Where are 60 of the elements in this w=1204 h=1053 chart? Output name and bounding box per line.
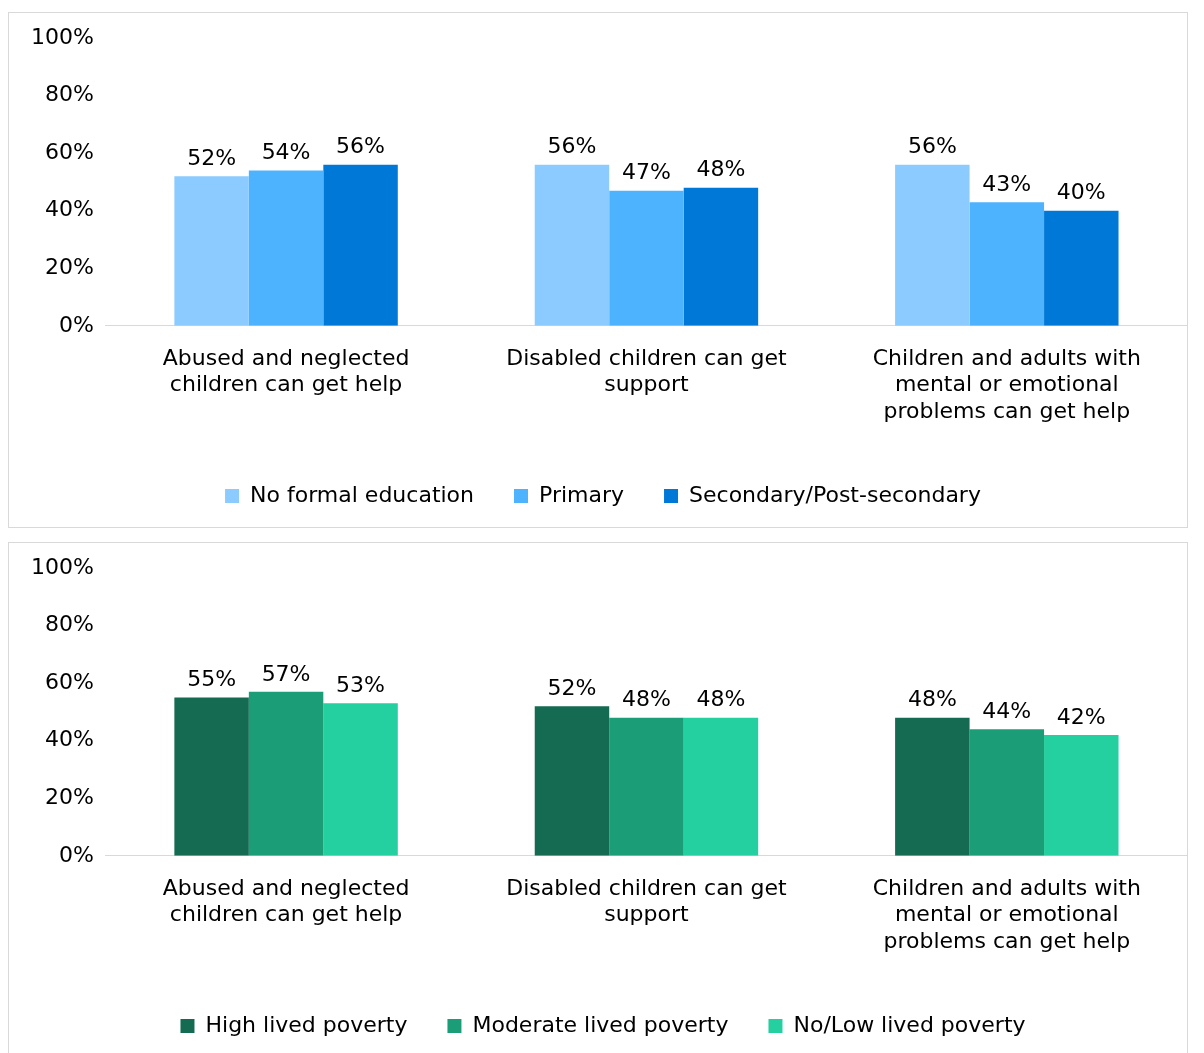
bar (174, 176, 249, 326)
bar (1044, 210, 1119, 326)
legend-label: No formal education (250, 481, 475, 507)
bar (895, 717, 970, 856)
data-label: 55% (187, 666, 237, 692)
y-tick-label: 100% (30, 23, 94, 49)
x-tick-label: Abused and neglected children can get help (162, 344, 410, 397)
data-label: 57% (261, 660, 311, 686)
data-label: 48% (696, 156, 746, 182)
data-label: 56% (907, 133, 957, 159)
x-tick-label: Abused and neglected children can get help (162, 874, 410, 927)
data-label: 47% (621, 159, 671, 185)
bar (609, 190, 684, 326)
x-tick-label: Disabled children can get support (506, 874, 788, 927)
legend-label: Secondary/Post-secondary (689, 481, 981, 507)
data-label: 52% (187, 144, 237, 170)
y-tick-label: 60% (44, 668, 94, 694)
bar (1044, 735, 1119, 856)
bar (895, 164, 970, 326)
bar (609, 717, 684, 856)
data-label: 48% (696, 686, 746, 712)
y-tick-label: 80% (44, 81, 94, 107)
y-tick-label: 40% (44, 196, 94, 222)
data-label: 56% (336, 133, 386, 159)
bar (683, 717, 759, 856)
y-tick-label: 60% (44, 138, 94, 164)
y-tick-label: 20% (44, 784, 94, 809)
x-tick-label: Children and adults with mental or emotional problems can get help (872, 874, 1141, 953)
y-tick-label: 0% (58, 311, 94, 337)
bar (683, 187, 759, 326)
data-label: 56% (547, 133, 597, 159)
x-tick-label: Children and adults with mental or emotional problems can get help (872, 344, 1141, 423)
data-label: 43% (982, 170, 1032, 196)
bar (969, 729, 1045, 856)
y-tick-label: 100% (30, 553, 94, 579)
data-label: 48% (907, 686, 957, 712)
y-tick-label: 80% (44, 611, 94, 637)
data-label: 53% (336, 672, 386, 698)
data-label: 52% (547, 674, 597, 700)
data-label: 42% (1056, 703, 1106, 729)
y-tick-label: 0% (58, 841, 94, 867)
data-label: 54% (261, 139, 311, 165)
data-label: 48% (621, 686, 671, 712)
bar (534, 164, 610, 326)
bar (174, 697, 249, 856)
bar (248, 170, 324, 326)
data-label: 44% (982, 697, 1032, 723)
y-tick-label: 20% (44, 254, 94, 279)
legend-label: Moderate lived poverty (472, 1011, 729, 1037)
legend-label: High lived poverty (205, 1011, 408, 1037)
legend-label: Primary (539, 481, 625, 507)
bar (323, 703, 398, 856)
x-tick-label: Disabled children can get support (506, 344, 788, 397)
bar (969, 202, 1045, 326)
bar (323, 164, 398, 326)
legend-label: No/Low lived poverty (793, 1011, 1026, 1037)
data-label: 40% (1056, 179, 1106, 205)
bar (534, 706, 610, 856)
bar (248, 691, 324, 856)
y-tick-label: 40% (44, 726, 94, 752)
